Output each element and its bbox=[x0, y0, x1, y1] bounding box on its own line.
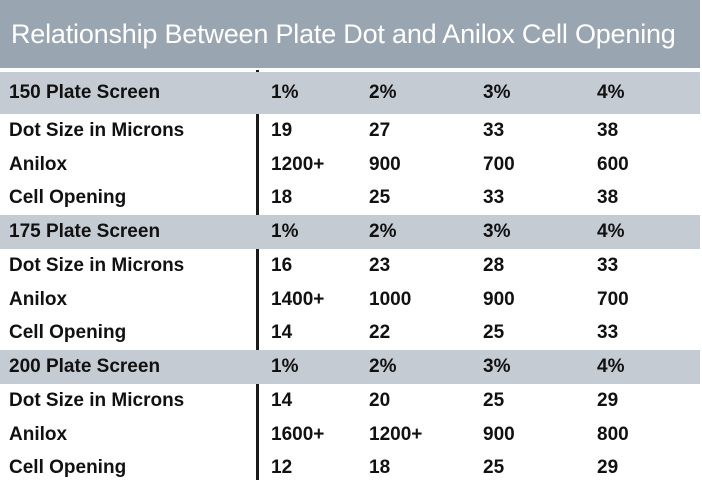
table-cell: 12 bbox=[258, 457, 365, 479]
row-label: Dot Size in Microns bbox=[0, 390, 258, 412]
table-cell: 27 bbox=[365, 120, 477, 142]
row-label: Cell Opening bbox=[0, 457, 258, 479]
table-cell: 38 bbox=[589, 187, 700, 209]
table-cell: 700 bbox=[477, 154, 589, 176]
group-header-label: 200 Plate Screen bbox=[0, 356, 258, 378]
table-cell: 29 bbox=[589, 457, 700, 479]
header-value: 4% bbox=[589, 221, 700, 243]
header-value: 1% bbox=[258, 356, 365, 378]
header-value: 2% bbox=[365, 221, 477, 243]
table-cell: 800 bbox=[589, 424, 700, 446]
header-value: 1% bbox=[258, 221, 365, 243]
table-row: Cell Opening 12 18 25 29 bbox=[0, 452, 700, 485]
header-value: 4% bbox=[589, 356, 700, 378]
group-header-row: 200 Plate Screen 1% 2% 3% 4% bbox=[0, 350, 700, 384]
table-row: Cell Opening 14 22 25 33 bbox=[0, 317, 700, 351]
table-cell: 29 bbox=[589, 390, 700, 412]
table-row: Anilox 1200+ 900 700 600 bbox=[0, 148, 700, 182]
table-cell: 38 bbox=[589, 120, 700, 142]
table-cell: 33 bbox=[589, 255, 700, 277]
table-cell: 1400+ bbox=[258, 289, 365, 311]
table-cell: 20 bbox=[365, 390, 477, 412]
table-cell: 25 bbox=[477, 390, 589, 412]
table-cell: 1000 bbox=[365, 289, 477, 311]
table-cell: 600 bbox=[589, 154, 700, 176]
header-value: 2% bbox=[365, 356, 477, 378]
data-table: 150 Plate Screen 1% 2% 3% 4% Dot Size in… bbox=[0, 72, 700, 485]
table-cell: 18 bbox=[365, 457, 477, 479]
table-cell: 25 bbox=[365, 187, 477, 209]
table-row: Anilox 1600+ 1200+ 900 800 bbox=[0, 418, 700, 452]
row-label: Anilox bbox=[0, 154, 258, 176]
table-cell: 14 bbox=[258, 322, 365, 344]
table-cell: 33 bbox=[589, 322, 700, 344]
group-header-row: 175 Plate Screen 1% 2% 3% 4% bbox=[0, 215, 700, 249]
header-value: 2% bbox=[365, 82, 477, 104]
table-row: Dot Size in Microns 16 23 28 33 bbox=[0, 249, 700, 283]
table-cell: 25 bbox=[477, 322, 589, 344]
table-cell: 28 bbox=[477, 255, 589, 277]
table-row: Cell Opening 18 25 33 38 bbox=[0, 182, 700, 216]
row-label: Anilox bbox=[0, 424, 258, 446]
table-cell: 25 bbox=[477, 457, 589, 479]
row-label: Anilox bbox=[0, 289, 258, 311]
table-cell: 19 bbox=[258, 120, 365, 142]
row-label: Dot Size in Microns bbox=[0, 120, 258, 142]
group-header-row: 150 Plate Screen 1% 2% 3% 4% bbox=[0, 72, 700, 114]
table-cell: 33 bbox=[477, 120, 589, 142]
table-cell: 900 bbox=[477, 289, 589, 311]
group-header-label: 150 Plate Screen bbox=[0, 82, 258, 104]
title-bar: Relationship Between Plate Dot and Anilo… bbox=[0, 0, 700, 68]
table-cell: 1200+ bbox=[258, 154, 365, 176]
header-value: 1% bbox=[258, 82, 365, 104]
header-value: 3% bbox=[477, 221, 589, 243]
table-cell: 23 bbox=[365, 255, 477, 277]
table-title: Relationship Between Plate Dot and Anilo… bbox=[0, 19, 676, 50]
table-cell: 33 bbox=[477, 187, 589, 209]
row-label: Cell Opening bbox=[0, 187, 258, 209]
table-cell: 14 bbox=[258, 390, 365, 412]
table-cell: 18 bbox=[258, 187, 365, 209]
table-cell: 900 bbox=[477, 424, 589, 446]
row-label: Cell Opening bbox=[0, 322, 258, 344]
table-cell: 1600+ bbox=[258, 424, 365, 446]
table-cell: 700 bbox=[589, 289, 700, 311]
table-row: Anilox 1400+ 1000 900 700 bbox=[0, 283, 700, 317]
group-header-label: 175 Plate Screen bbox=[0, 221, 258, 243]
header-value: 3% bbox=[477, 82, 589, 104]
header-value: 3% bbox=[477, 356, 589, 378]
table-cell: 1200+ bbox=[365, 424, 477, 446]
table-row: Dot Size in Microns 19 27 33 38 bbox=[0, 114, 700, 148]
table-row: Dot Size in Microns 14 20 25 29 bbox=[0, 384, 700, 418]
row-label: Dot Size in Microns bbox=[0, 255, 258, 277]
header-value: 4% bbox=[589, 82, 700, 104]
table-cell: 16 bbox=[258, 255, 365, 277]
table-cell: 22 bbox=[365, 322, 477, 344]
table-cell: 900 bbox=[365, 154, 477, 176]
